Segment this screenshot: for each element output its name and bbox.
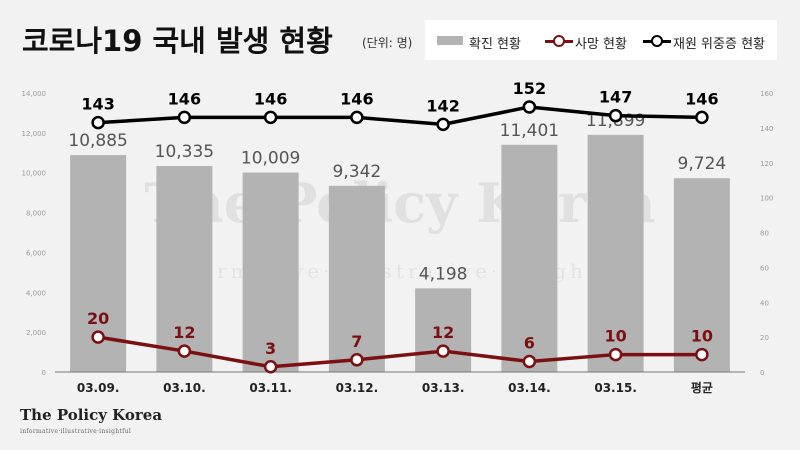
hospitalized-point [177, 110, 192, 125]
x-tick-label: 03.11. [249, 381, 292, 395]
hospitalized-value-label: 146 [685, 89, 718, 108]
deaths-value-label: 6 [524, 334, 535, 353]
hospitalized-value-label: 146 [340, 89, 373, 108]
deaths-point [350, 353, 364, 367]
brand-logo: The Policy Korea [20, 406, 163, 424]
bar-value-label: 11,401 [500, 121, 559, 141]
hospitalized-value-label: 152 [513, 79, 546, 98]
deaths-point [522, 354, 537, 369]
deaths-point [608, 347, 623, 362]
deaths-value-label: 12 [173, 323, 195, 342]
y-left-tick-label: 10,000 [22, 170, 47, 178]
y-left-tick-label: 0 [42, 369, 46, 377]
x-tick-label: 평균 [691, 381, 713, 395]
y-right-tick-label: 120 [760, 160, 773, 168]
brand-tagline: informative·illustrative·insightful [20, 428, 132, 435]
y-right-tick-label: 20 [760, 334, 769, 342]
legend-marker-hospitalized [651, 35, 663, 47]
y-left-tick-label: 4,000 [26, 289, 46, 297]
y-left-tick-label: 2,000 [26, 329, 46, 337]
x-tick-label: 03.10. [163, 381, 206, 395]
legend-label-deaths: 사망 현황 [575, 37, 627, 52]
deaths-point [263, 360, 278, 374]
y-right-tick-label: 140 [760, 125, 773, 133]
deaths-value-label: 10 [604, 327, 626, 346]
hospitalized-point [436, 117, 450, 132]
hospitalized-value-label: 147 [599, 88, 632, 107]
y-left-tick-label: 14,000 [22, 90, 47, 98]
y-left-tick-label: 12,000 [22, 130, 47, 138]
hospitalized-value-label: 142 [426, 96, 459, 115]
deaths-value-label: 3 [265, 339, 276, 358]
y-left-tick-label: 6,000 [26, 249, 46, 257]
hospitalized-point [608, 108, 623, 123]
y-right-tick-label: 0 [760, 369, 764, 377]
watermark-tagline: informative·illustrative·insightful [162, 259, 637, 283]
legend-label-confirmed: 확진 현황 [469, 37, 521, 52]
deaths-point [177, 344, 192, 358]
legend-marker-deaths [553, 35, 565, 47]
bar-value-label: 4,198 [419, 264, 468, 284]
bar [328, 185, 385, 372]
bar [501, 144, 558, 372]
bar-value-label: 9,342 [333, 162, 382, 182]
x-tick-label: 03.13. [422, 381, 465, 395]
deaths-value-label: 12 [432, 323, 454, 342]
bar [587, 134, 644, 372]
legend: 확진 현황 사망 현황 재원 위중증 현황 [425, 20, 777, 60]
chart-title: 코로나19 국내 발생 현황 [22, 24, 333, 58]
hospitalized-point [350, 110, 364, 125]
bar-value-label: 10,335 [155, 142, 214, 162]
y-right-tick-label: 60 [760, 264, 769, 272]
deaths-value-label: 20 [87, 309, 109, 328]
deaths-point [91, 330, 105, 344]
hospitalized-value-label: 146 [254, 89, 287, 108]
x-tick-label: 03.14. [508, 381, 551, 395]
x-tick-label: 03.15. [594, 381, 637, 395]
watermark: The Policy Korea [144, 171, 655, 235]
bar-value-label: 10,885 [68, 131, 127, 151]
deaths-point [436, 344, 450, 358]
bar-value-label: 9,724 [678, 154, 727, 174]
x-tick-label: 03.09. [77, 381, 120, 395]
y-left-tick-label: 8,000 [26, 210, 46, 218]
y-right-tick-label: 160 [760, 90, 773, 98]
y-right-tick-label: 100 [760, 195, 773, 203]
bar [415, 288, 472, 372]
x-tick-label: 03.12. [336, 381, 379, 395]
bar-value-label: 10,009 [241, 149, 300, 169]
y-right-tick-label: 80 [760, 230, 769, 238]
bar [673, 178, 730, 372]
hospitalized-line [98, 105, 702, 127]
bar [242, 172, 299, 372]
hospitalized-point [91, 115, 105, 130]
hospitalized-point [522, 100, 537, 114]
bar [156, 166, 213, 372]
hospitalized-point [263, 110, 278, 125]
legend-label-hospitalized: 재원 위중증 현황 [673, 37, 765, 52]
deaths-value-label: 10 [691, 327, 713, 346]
deaths-value-label: 7 [351, 332, 362, 351]
deaths-line [97, 335, 702, 369]
y-right-tick-label: 40 [760, 299, 769, 307]
hospitalized-point [695, 110, 709, 125]
legend-swatch-confirmed [437, 36, 463, 45]
hospitalized-value-label: 143 [81, 95, 114, 114]
deaths-point [695, 347, 709, 362]
hospitalized-value-label: 146 [168, 89, 201, 108]
unit-label: (단위: 명) [362, 36, 413, 50]
